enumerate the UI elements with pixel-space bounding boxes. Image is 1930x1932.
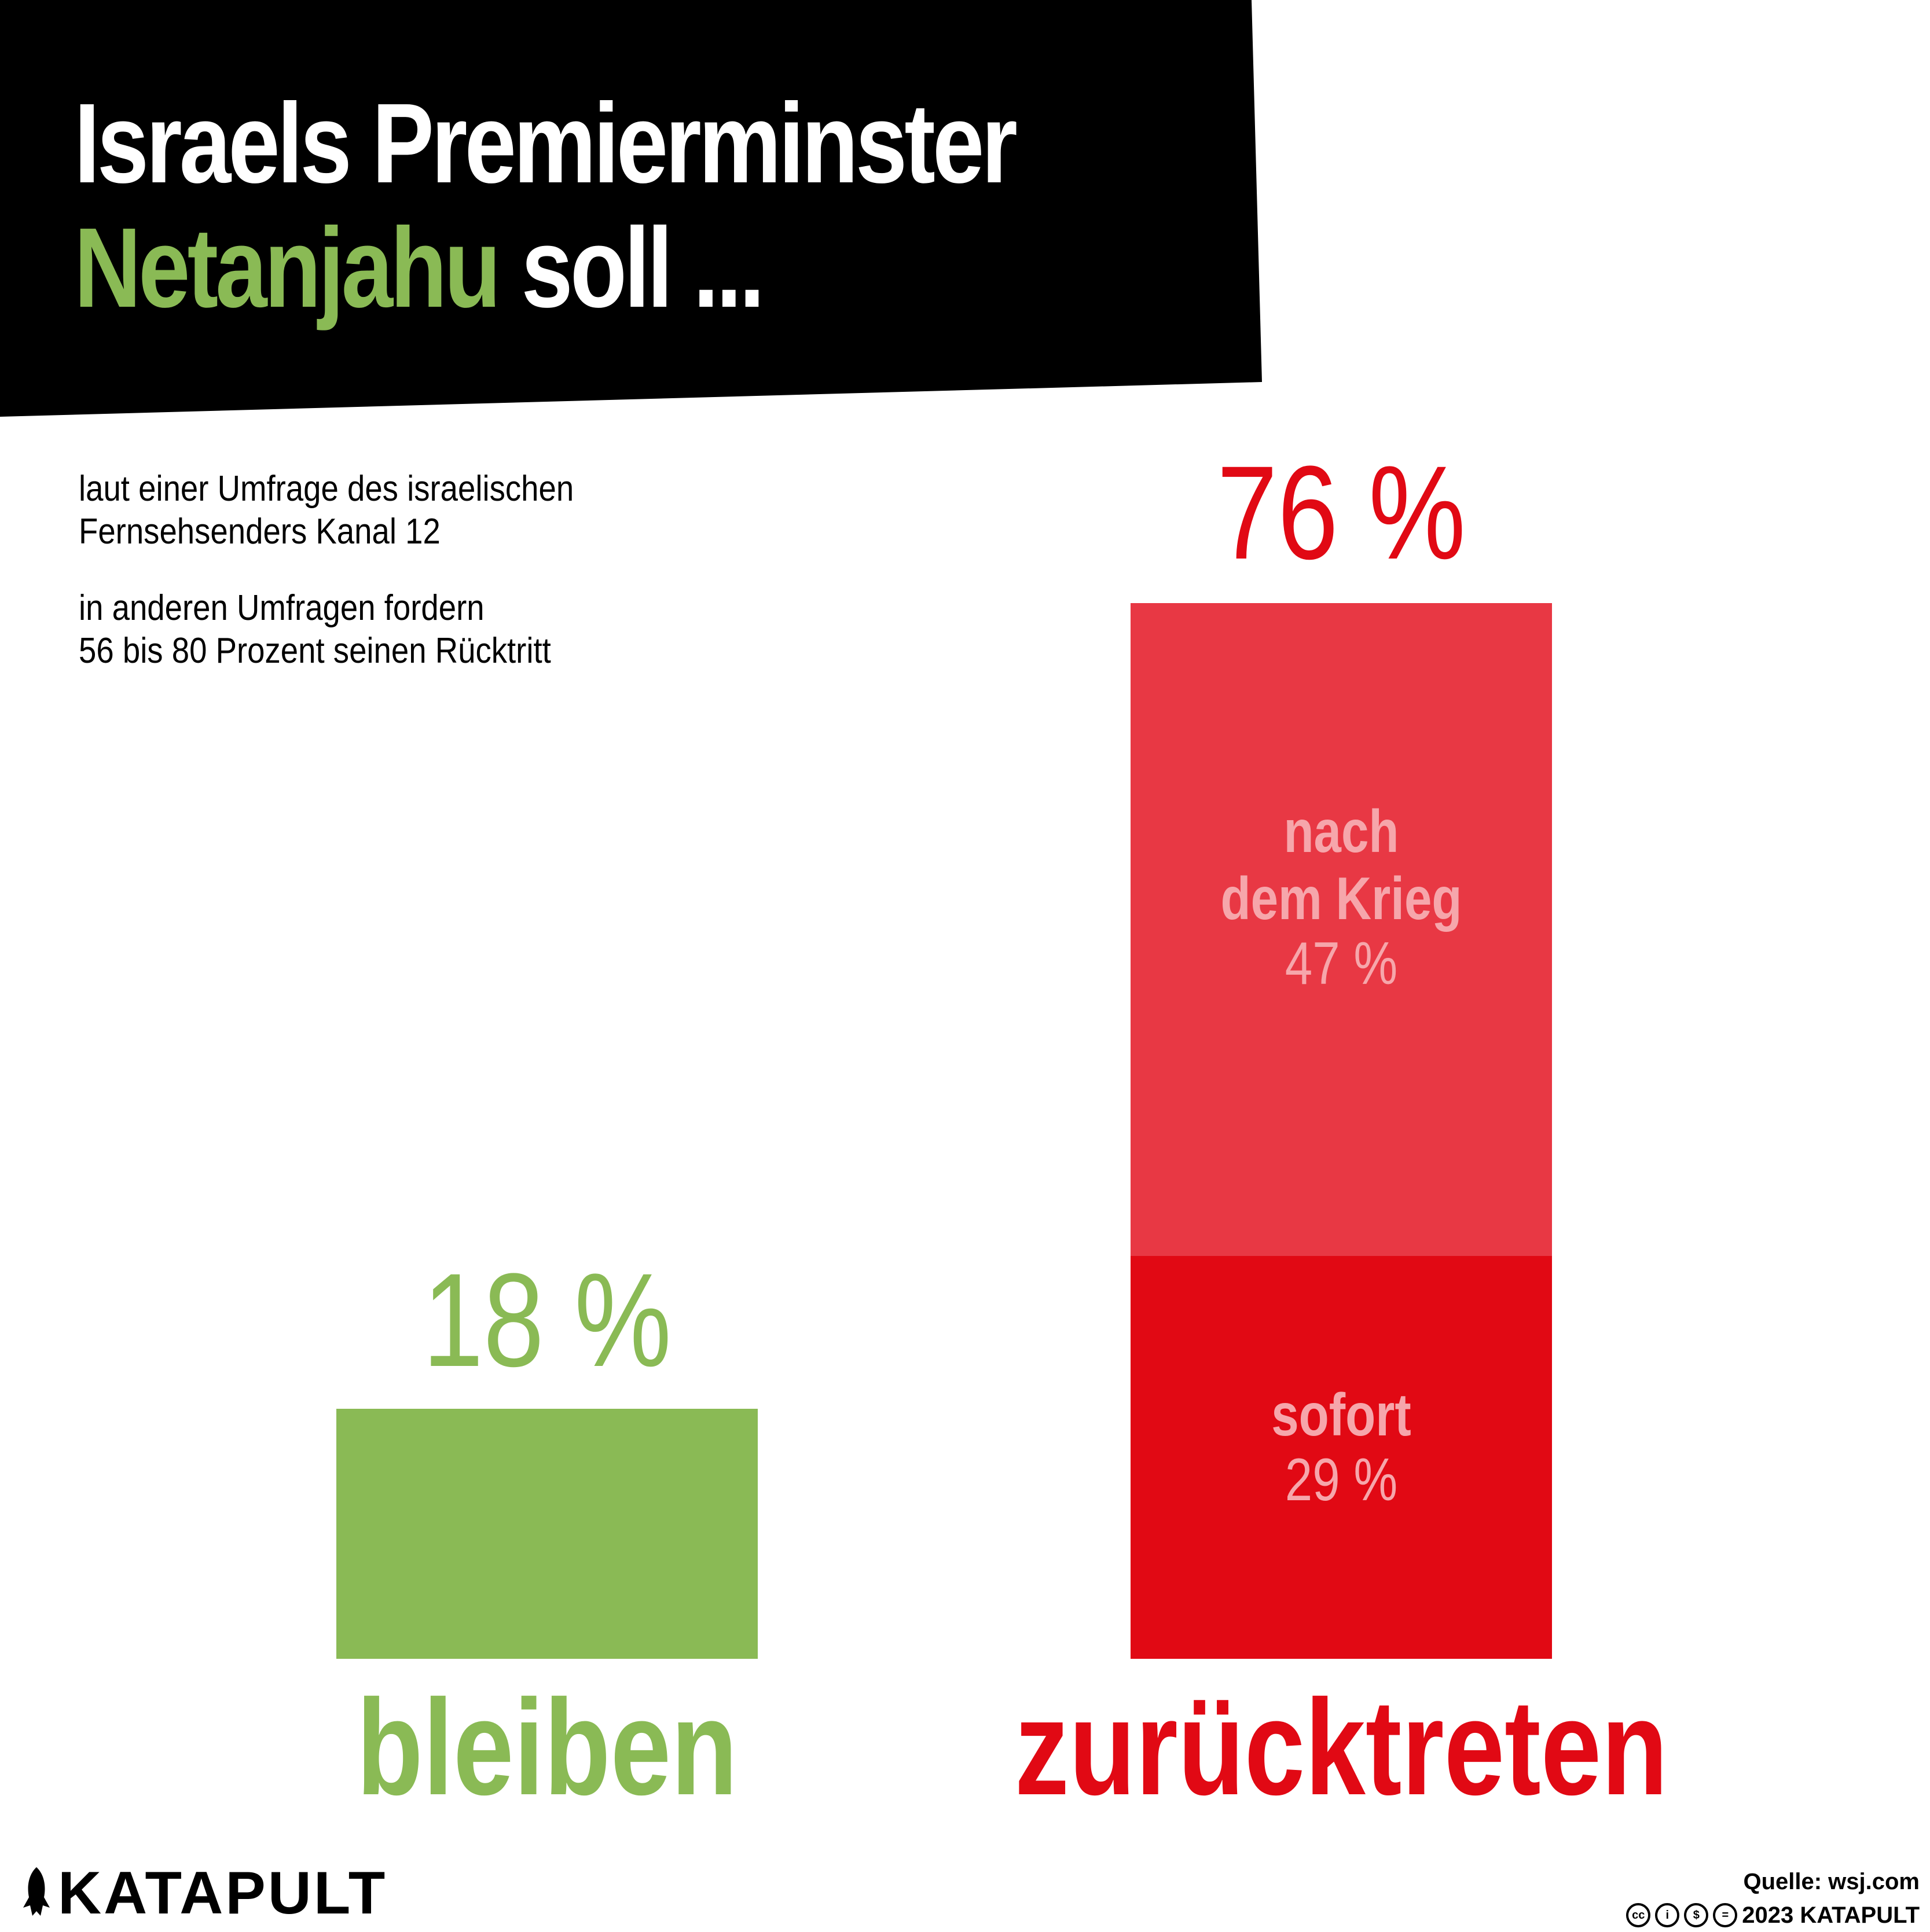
title-line-1: Israels Premierminster [74,80,1018,207]
title-band [0,0,1262,417]
license-row: cc i $ = 2023 KATAPULT [1626,1898,1920,1932]
inner-label-nach-2: dem Krieg [1220,865,1462,932]
page-title: Israels Premierminster Netanjahu soll ..… [74,80,1018,331]
inner-value-sofort: 29 % [1285,1446,1397,1514]
bar-segment-sofort [1131,1256,1552,1659]
other-polls-note-line-2: 56 bis 80 Prozent seinen Rücktritt [79,631,551,671]
other-polls-note-line-1: in anderen Umfragen fordern [79,588,485,628]
survey-note: laut einer Umfrage des israelischen Fern… [79,468,574,553]
total-label-zuruecktreten: 76 % [1217,438,1466,587]
title-accent: Netanjahu [74,204,501,331]
survey-note-line-2: Fernsehsenders Kanal 12 [79,512,441,552]
copyright-text: 2023 KATAPULT [1742,1902,1920,1928]
nc-icon: $ [1684,1903,1709,1927]
inner-label-sofort: sofort [1271,1382,1411,1449]
bar-segment-nach-dem-krieg [1131,603,1552,1256]
inner-value-nach: 47 % [1285,930,1397,997]
by-icon: i [1655,1903,1680,1927]
survey-note-line-1: laut einer Umfrage des israelischen [79,469,574,509]
other-polls-note: in anderen Umfragen fordern 56 bis 80 Pr… [79,587,551,673]
category-label-bleiben: bleiben [357,1672,737,1824]
logo-text: KATAPULT [58,1860,388,1927]
rocket-icon [23,1867,50,1916]
source-text: Quelle: wsj.com [1743,1869,1920,1894]
nd-icon: = [1713,1903,1738,1927]
category-label-zuruecktreten: zurücktreten [1015,1672,1668,1824]
inner-label-nach-1: nach [1283,798,1399,865]
bar-bleiben [336,1409,758,1659]
total-label-bleiben: 18 % [423,1246,672,1394]
katapult-logo: KATAPULT [23,1859,387,1928]
title-rest: soll ... [498,204,765,331]
cc-icon: cc [1626,1903,1651,1927]
footer-credits: Quelle: wsj.com cc i $ = 2023 KATAPULT [1626,1865,1920,1932]
